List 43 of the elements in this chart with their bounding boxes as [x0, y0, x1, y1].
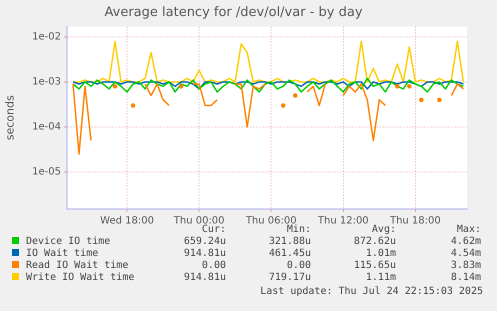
point	[419, 98, 424, 102]
text: 3.83m	[450, 260, 481, 272]
text: 4.62m	[450, 236, 481, 248]
text: 914.81u	[182, 272, 226, 284]
point	[407, 84, 412, 89]
legend-label: Read IO Wait time	[25, 260, 130, 272]
text: Cur:	[202, 224, 226, 235]
legend-label: IO Wait time	[25, 248, 100, 260]
text: 0.00	[286, 260, 311, 272]
point	[292, 93, 298, 98]
x-tick-label: Thu 12:00	[316, 216, 369, 227]
point	[280, 103, 286, 108]
text: 659.24u	[182, 236, 226, 248]
text: 461.45u	[268, 248, 311, 260]
y-tick-label: 1e-05	[32, 166, 61, 178]
text: 8.14m	[450, 272, 481, 284]
text: 0.00	[200, 260, 226, 272]
x-tick-label: Wed 18:00	[100, 216, 154, 227]
y-tick-label: 1e-04	[32, 122, 61, 133]
legend-label: Device IO time	[25, 236, 112, 248]
point	[112, 84, 118, 89]
text: 4.54m	[450, 248, 481, 260]
y-axis-title: seconds	[3, 95, 16, 140]
y-tick-label: 1e-02	[32, 32, 61, 43]
legend-label: Write IO Wait time	[25, 272, 136, 284]
y-tick-label: 1e-03	[32, 76, 61, 88]
text: 1.11m	[364, 272, 396, 284]
text: Max:	[456, 224, 481, 235]
text: 321.88u	[268, 236, 311, 248]
point	[130, 103, 136, 108]
point	[178, 84, 184, 89]
text: 115.65u	[352, 260, 396, 272]
chart-title: Average latency for /dev/ol/var - by day	[104, 5, 363, 20]
text: Avg:	[372, 224, 396, 235]
text: Last update: Thu Jul 24 22:15:03 2025	[260, 286, 483, 297]
text: 914.81u	[182, 248, 226, 260]
x-tick-label: Thu 18:00	[388, 216, 441, 227]
point	[437, 98, 442, 102]
text: Min:	[286, 224, 311, 236]
point	[395, 84, 400, 89]
text: 872.62u	[352, 236, 396, 248]
text: 719.17u	[268, 272, 311, 284]
text: 1.01m	[364, 248, 396, 260]
